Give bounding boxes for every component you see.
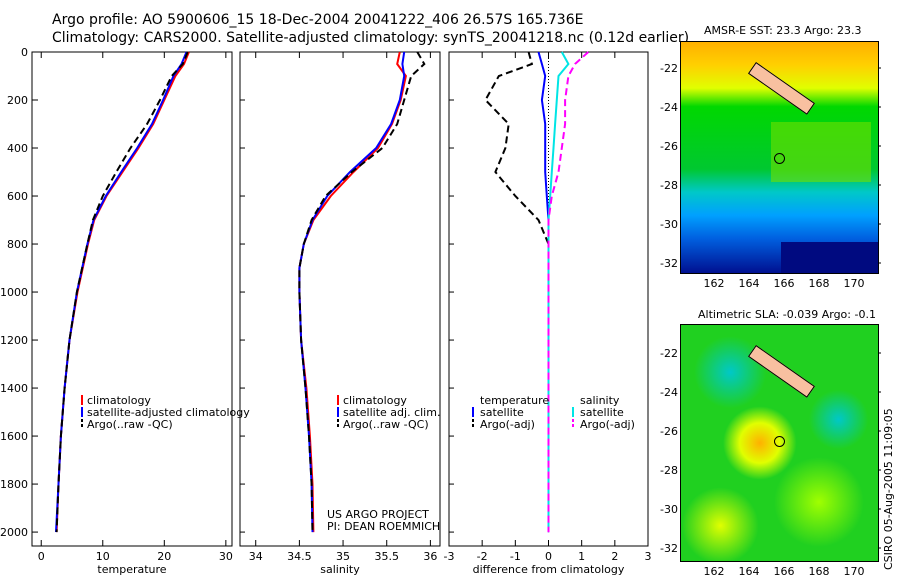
map-y-tick-label: -24 xyxy=(660,386,678,399)
legend-label: satellite adj. clim. xyxy=(343,406,440,419)
map-y-tick-label: -30 xyxy=(660,503,678,516)
x-tick-label: -3 xyxy=(444,550,455,563)
map-y-tick-label: -26 xyxy=(660,140,678,153)
legend-label: satellite-adjusted climatology xyxy=(87,406,250,419)
legend-title: temperature xyxy=(480,394,549,407)
y-tick-label: 1200 xyxy=(0,334,28,347)
plot-frame-1 xyxy=(239,51,441,547)
sla-map xyxy=(680,324,879,562)
map-y-tick-label: -26 xyxy=(660,425,678,438)
x-tick-label: -2 xyxy=(477,550,488,563)
map-x-tick-label: 170 xyxy=(844,565,865,578)
map-x-tick-label: 162 xyxy=(704,565,725,578)
y-tick-label: 1000 xyxy=(0,286,28,299)
x-tick-label: 35 xyxy=(336,550,350,563)
map-x-tick-label: 164 xyxy=(739,277,760,290)
y-tick-label: 200 xyxy=(7,94,28,107)
x-tick-label: 0 xyxy=(38,550,45,563)
map-x-tick-label: 168 xyxy=(809,277,830,290)
x-tick-label: 2 xyxy=(611,550,618,563)
series-line-argo-raw-qc- xyxy=(55,51,189,533)
sst-map xyxy=(680,41,879,274)
map-y-tick-label: -28 xyxy=(660,179,678,192)
map-x-tick-label: 168 xyxy=(809,565,830,578)
x-tick-label: 3 xyxy=(645,550,652,563)
x-tick-label: 0 xyxy=(545,550,552,563)
series-line-satellite-adjusted-climatology xyxy=(55,51,188,533)
map-x-tick-label: 162 xyxy=(704,277,725,290)
x-tick-label: 36 xyxy=(423,550,437,563)
y-tick-label: 800 xyxy=(7,238,28,251)
argo-location-marker xyxy=(774,436,785,447)
y-tick-label: 400 xyxy=(7,142,28,155)
timestamp-stamp: CSIRO 05-Aug-2005 11:09:05 xyxy=(882,408,895,570)
x-tick-label: 34.5 xyxy=(287,550,312,563)
map-y-tick-label: -30 xyxy=(660,218,678,231)
map-y-tick-label: -32 xyxy=(660,257,678,270)
new-caledonia-land xyxy=(747,62,815,115)
x-tick-label: 30 xyxy=(219,550,233,563)
x-tick-label: 34 xyxy=(249,550,263,563)
x-tick-label: 35.5 xyxy=(374,550,399,563)
legend-label: Argo(..raw -QC) xyxy=(343,418,429,431)
sst-map-warm-patch xyxy=(771,122,871,182)
x-tick-label: 20 xyxy=(157,550,171,563)
x-axis-label: salinity xyxy=(320,563,360,576)
y-tick-label: 1600 xyxy=(0,430,28,443)
series-line-temperature-satellite xyxy=(537,51,550,533)
y-tick-label: 1800 xyxy=(0,478,28,491)
legend-title: salinity xyxy=(580,394,620,407)
title-line-2: Climatology: CARS2000. Satellite-adjuste… xyxy=(52,30,690,46)
series-line-satellite-adj-clim- xyxy=(298,51,406,533)
x-axis-label: temperature xyxy=(97,563,166,576)
legend-label: satellite xyxy=(480,406,524,419)
y-tick-label: 600 xyxy=(7,190,28,203)
legend-label: satellite xyxy=(580,406,624,419)
y-tick-label: 0 xyxy=(21,46,28,59)
sla-map-title: Altimetric SLA: -0.039 Argo: -0.1 xyxy=(698,308,876,321)
y-tick-label: 2000 xyxy=(0,526,28,539)
map-x-tick-label: 170 xyxy=(844,277,865,290)
sst-map-deep-patch xyxy=(781,242,878,273)
x-tick-label: 1 xyxy=(578,550,585,563)
map-y-tick-label: -24 xyxy=(660,101,678,114)
plot-frame-0 xyxy=(31,51,233,547)
series-line-salinity-argo-adj- xyxy=(547,51,589,533)
map-y-tick-label: -22 xyxy=(660,62,678,75)
map-x-tick-label: 166 xyxy=(774,565,795,578)
x-tick-label: 10 xyxy=(96,550,110,563)
legend-label: climatology xyxy=(343,394,407,407)
map-y-tick-label: -28 xyxy=(660,464,678,477)
legend-label: Argo(-adj) xyxy=(580,418,635,431)
new-caledonia-land xyxy=(747,345,815,398)
title-line-1: Argo profile: AO 5900606_15 18-Dec-2004 … xyxy=(52,12,584,28)
legend-label: climatology xyxy=(87,394,151,407)
annotation-text: US ARGO PROJECT xyxy=(327,508,429,521)
map-y-tick-label: -32 xyxy=(660,542,678,555)
y-tick-label: 1400 xyxy=(0,382,28,395)
x-tick-label: -1 xyxy=(510,550,521,563)
legend-label: Argo(-adj) xyxy=(480,418,535,431)
sst-map-title: AMSR-E SST: 23.3 Argo: 23.3 xyxy=(704,24,862,37)
x-axis-label: difference from climatology xyxy=(473,563,625,576)
map-y-tick-label: -22 xyxy=(660,347,678,360)
annotation-text: PI: DEAN ROEMMICH xyxy=(327,520,440,533)
legend-label: Argo(..raw -QC) xyxy=(87,418,173,431)
series-line-argo-raw-qc- xyxy=(298,51,426,533)
map-x-tick-label: 164 xyxy=(739,565,760,578)
argo-location-marker xyxy=(774,153,785,164)
series-line-temperature-argo-adj- xyxy=(484,51,550,533)
map-x-tick-label: 166 xyxy=(774,277,795,290)
